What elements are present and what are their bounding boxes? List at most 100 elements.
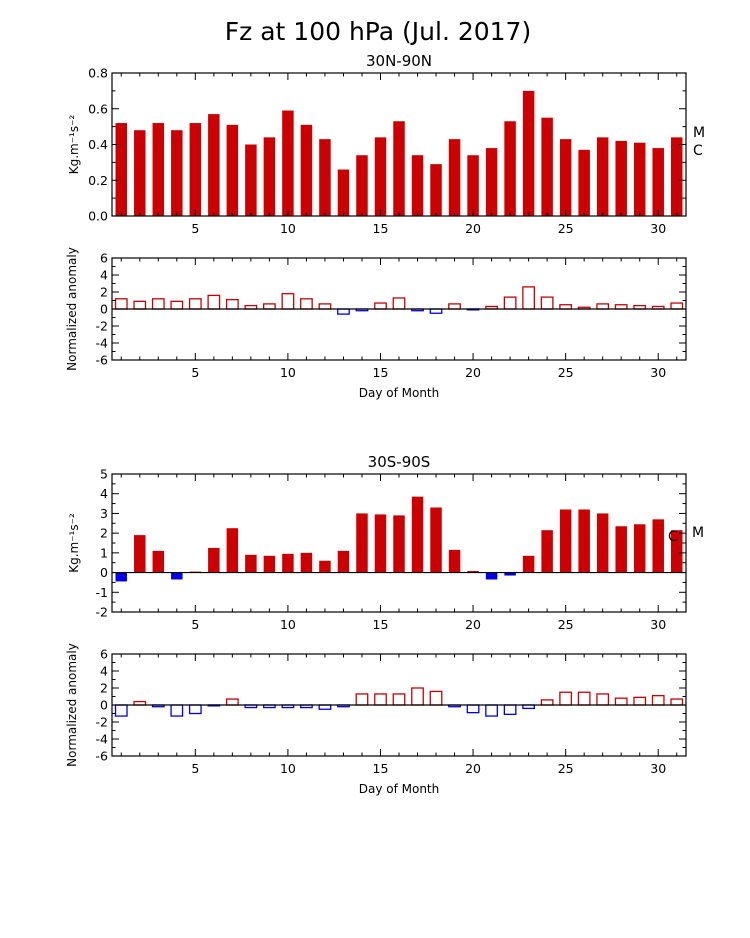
bar-day-19 xyxy=(448,139,461,216)
bar-day-6 xyxy=(208,547,220,573)
bar-day-17 xyxy=(411,155,424,216)
bar-day-29 xyxy=(633,524,646,573)
x-tick-label: 10 xyxy=(280,761,296,776)
bar-day-20 xyxy=(466,704,480,714)
panel-nh-flux: 30N-90N 5 10 15 20 25 30 0.0 0.2 0.4 0.6 0.8 Kg.m⁻¹s… xyxy=(67,52,705,236)
bar-day-6 xyxy=(207,294,221,310)
x-tick-label: 30 xyxy=(650,761,666,776)
bar-day-19 xyxy=(448,549,461,573)
y-axis-label: Kg.m⁻¹s⁻² xyxy=(67,115,81,175)
x-tick-label: 25 xyxy=(558,221,574,236)
marker-m: M xyxy=(692,525,704,541)
y-tick-label: -4 xyxy=(96,336,109,351)
bar-day-12 xyxy=(319,139,331,216)
bar-day-13 xyxy=(337,308,350,315)
bar-day-27 xyxy=(596,137,609,216)
bar-day-31 xyxy=(670,302,684,310)
bar-day-17 xyxy=(411,496,424,573)
bar-day-17 xyxy=(411,687,424,706)
bar-day-13 xyxy=(337,169,350,216)
bar-day-14 xyxy=(356,513,368,573)
y-tick-label: 1 xyxy=(100,545,108,560)
y-tick-label: -4 xyxy=(96,732,109,747)
bar-day-18 xyxy=(429,690,443,706)
y-axis-label: Normalized anomaly xyxy=(65,643,79,767)
bar-day-3 xyxy=(152,123,165,216)
bar-day-1 xyxy=(114,298,128,310)
bar-day-30 xyxy=(652,519,664,573)
bar-day-15 xyxy=(374,514,387,573)
bar-day-8 xyxy=(245,554,257,573)
x-tick-label: 10 xyxy=(280,365,296,380)
y-tick-label: 0.4 xyxy=(88,137,108,152)
bar-day-4 xyxy=(171,572,183,580)
x-tick-label: 30 xyxy=(650,617,666,632)
bar-day-26 xyxy=(577,691,591,706)
bar-day-7 xyxy=(226,124,239,216)
bar-day-19 xyxy=(448,303,461,310)
x-tick-label: 5 xyxy=(191,365,199,380)
bar-day-9 xyxy=(263,555,276,573)
bar-day-31 xyxy=(670,698,684,706)
bar-day-24 xyxy=(540,296,554,310)
panel-sh-anomaly: 5 10 15 20 25 30 -6 -4 -2 0 2 4 6 Normalized anomaly D… xyxy=(65,643,687,796)
bar-day-11 xyxy=(300,124,313,216)
bar-day-30 xyxy=(651,695,665,706)
bar-day-5 xyxy=(188,704,202,715)
x-tick-label: 30 xyxy=(650,365,666,380)
bar-day-30 xyxy=(652,148,664,216)
bar-day-8 xyxy=(245,144,257,216)
bar-day-28 xyxy=(614,304,628,310)
marker-c: C xyxy=(693,143,703,159)
y-tick-label: -6 xyxy=(96,353,109,368)
bar-day-5 xyxy=(188,298,202,310)
y-tick-label: 6 xyxy=(100,251,108,266)
bar-day-1 xyxy=(115,123,127,216)
bar-day-10 xyxy=(281,293,295,310)
y-tick-label: -2 xyxy=(96,319,108,334)
bar-day-2 xyxy=(134,130,146,216)
x-tick-label: 20 xyxy=(465,221,481,236)
y-tick-label: 4 xyxy=(100,664,108,679)
bar-day-7 xyxy=(226,528,239,573)
x-tick-label: 30 xyxy=(650,221,666,236)
bar-day-24 xyxy=(541,530,553,573)
bar-day-14 xyxy=(356,155,368,216)
panel-title: 30S-90S xyxy=(368,453,431,471)
bar-day-1 xyxy=(114,704,128,717)
y-tick-label: 5 xyxy=(100,467,108,482)
bar-day-29 xyxy=(633,696,647,706)
bar-day-4 xyxy=(170,300,184,310)
bar-day-18 xyxy=(430,164,442,216)
bar-day-22 xyxy=(504,572,516,576)
panel-sh-flux: 30S-90S 5 10 15 20 25 30 -2 -1 0 1 2 3 4 5 Kg.m⁻¹s⁻² C M xyxy=(67,453,704,632)
panel-title: 30N-90N xyxy=(366,52,432,70)
bar-day-11 xyxy=(300,298,313,310)
bar-day-1 xyxy=(115,572,127,582)
bar-day-2 xyxy=(134,535,146,573)
bar-day-9 xyxy=(262,303,276,310)
bar-day-28 xyxy=(615,140,627,216)
y-tick-label: 2 xyxy=(100,526,108,541)
y-tick-label: 0 xyxy=(100,565,108,580)
y-tick-label: 0 xyxy=(100,302,108,317)
bar-day-10 xyxy=(282,553,294,573)
bar-day-16 xyxy=(393,121,405,216)
bar-day-3 xyxy=(151,298,165,310)
bar-day-11 xyxy=(300,552,313,573)
x-tick-label: 25 xyxy=(558,761,574,776)
bar-day-7 xyxy=(225,298,239,310)
x-tick-label: 20 xyxy=(465,761,481,776)
y-tick-label: 2 xyxy=(100,285,108,300)
bar-day-16 xyxy=(392,693,406,706)
y-tick-label: -2 xyxy=(96,715,108,730)
bar-day-29 xyxy=(633,142,646,216)
marker-c: C xyxy=(668,529,678,545)
bar-day-22 xyxy=(503,704,517,716)
bar-day-18 xyxy=(429,308,443,314)
y-tick-label: 0.2 xyxy=(88,173,108,188)
marker-m: M xyxy=(693,125,705,141)
y-axis-label: Normalized anomaly xyxy=(65,247,79,371)
x-tick-label: 15 xyxy=(373,617,389,632)
